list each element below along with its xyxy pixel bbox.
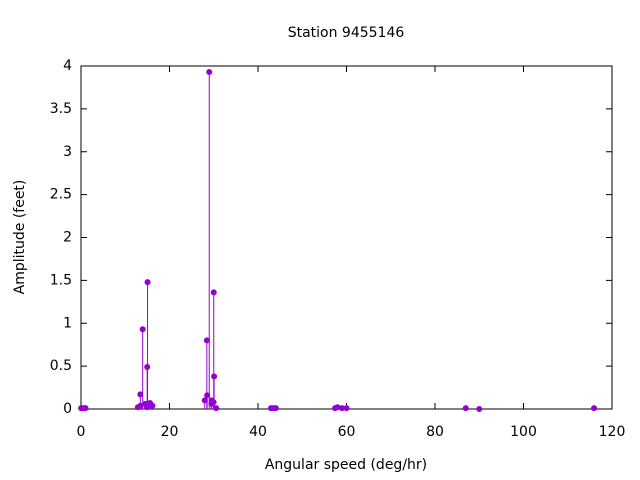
stem-point	[203, 337, 210, 344]
stem-point	[139, 326, 146, 333]
stem-point	[211, 373, 218, 380]
x-axis-label: Angular speed (deg/hr)	[265, 457, 427, 473]
stem-point	[82, 405, 89, 412]
stem-point	[272, 405, 279, 412]
stem-point	[343, 405, 350, 412]
x-tick-label: 80	[426, 424, 444, 440]
y-tick-label: 4	[63, 58, 72, 74]
stem-point	[206, 69, 213, 76]
x-tick-label: 40	[249, 424, 267, 440]
stem-point	[201, 397, 208, 404]
stem-point	[334, 404, 341, 411]
y-tick-label: 1.5	[50, 272, 72, 288]
stem-point	[137, 402, 144, 409]
stem-point	[476, 406, 483, 412]
x-tick-label: 0	[77, 424, 86, 440]
stem-point	[591, 405, 598, 412]
y-tick-label: 1	[63, 315, 72, 331]
stem-point	[338, 405, 345, 412]
y-tick-label: 3.5	[50, 101, 72, 117]
stem-point	[462, 405, 469, 412]
stem-point	[213, 405, 220, 412]
stem-point	[137, 391, 144, 398]
plot-frame	[80, 65, 613, 410]
stem-point	[144, 279, 151, 286]
x-tick-label: 60	[338, 424, 356, 440]
stem-point	[149, 402, 156, 409]
y-axis-label: Amplitude (feet)	[12, 180, 28, 295]
stem-point	[204, 392, 211, 399]
stem-point	[144, 403, 151, 410]
x-tick-label: 120	[599, 424, 626, 440]
x-tick-label: 100	[510, 424, 537, 440]
x-tick-label: 20	[161, 424, 179, 440]
y-tick-label: 2	[63, 230, 72, 246]
stem-point	[210, 289, 217, 296]
chart-title: Station 9455146	[288, 25, 405, 41]
y-tick-label: 0.5	[50, 358, 72, 374]
y-tick-label: 0	[63, 401, 72, 417]
y-tick-label: 2.5	[50, 187, 72, 203]
y-tick-label: 3	[63, 144, 72, 160]
